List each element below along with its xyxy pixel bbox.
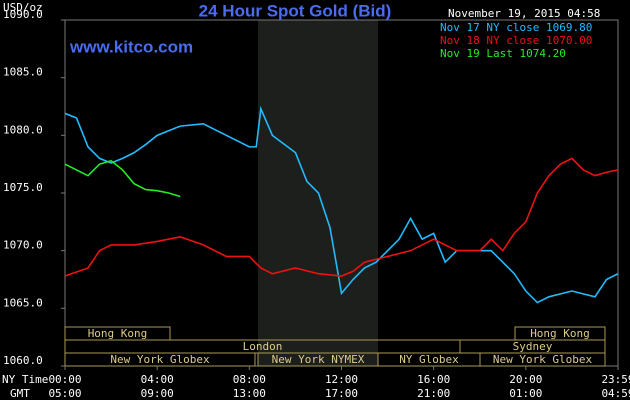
- gmt-tick-label: 09:00: [141, 387, 174, 400]
- session-label: Hong Kong: [88, 327, 148, 340]
- y-tick-label: 1085.0: [3, 66, 43, 79]
- legend-entry: Nov 17 NY close 1069.80: [440, 21, 592, 34]
- y-tick-label: 1070.0: [3, 239, 43, 252]
- session-box: [479, 352, 606, 367]
- x-tick-label: 12:00: [325, 373, 358, 386]
- timestamp: November 19, 2015 04:58: [448, 7, 600, 20]
- y-axis-label: USD/oz: [3, 1, 43, 14]
- series-line: [64, 105, 619, 304]
- series-line: [64, 159, 181, 198]
- gmt-tick-label: 13:00: [233, 387, 266, 400]
- legend-entry: Nov 19 Last 1074.20: [440, 47, 566, 60]
- y-tick-label: 1075.0: [3, 181, 43, 194]
- y-tick-label: 1080.0: [3, 123, 43, 136]
- session-label: New York NYMEX: [272, 353, 365, 366]
- session-label: Sydney: [513, 340, 553, 353]
- x-tick-label: 00:00: [48, 373, 81, 386]
- x-tick-label: 08:00: [233, 373, 266, 386]
- gmt-tick-label: 01:00: [509, 387, 542, 400]
- x-tick-label: 23:59: [601, 373, 630, 386]
- session-label: New York Globex: [493, 353, 593, 366]
- session-label: NY Globex: [399, 353, 459, 366]
- legend-entry: Nov 18 NY close 1070.00: [440, 34, 592, 47]
- session-label: New York Globex: [110, 353, 210, 366]
- y-tick-label: 1065.0: [3, 296, 43, 309]
- x-row-label: NY Time: [2, 373, 48, 386]
- series-line: [64, 157, 619, 277]
- y-tick-label: 1060.0: [3, 354, 43, 367]
- subtitle: www.kitco.com: [69, 37, 193, 56]
- x-row-label: GMT: [10, 387, 30, 400]
- session-label: London: [243, 340, 283, 353]
- gmt-tick-label: 05:00: [48, 387, 81, 400]
- gmt-tick-label: 21:00: [417, 387, 450, 400]
- y-tick-label: 1090.0: [3, 8, 43, 21]
- x-tick-label: 04:00: [141, 373, 174, 386]
- x-tick-label: 16:00: [417, 373, 450, 386]
- chart-title: 24 Hour Spot Gold (Bid): [199, 1, 392, 20]
- session-label: Hong Kong: [530, 327, 590, 340]
- gmt-tick-label: 04:59: [601, 387, 630, 400]
- gmt-tick-label: 17:00: [325, 387, 358, 400]
- x-tick-label: 20:00: [509, 373, 542, 386]
- session-box: [64, 352, 256, 367]
